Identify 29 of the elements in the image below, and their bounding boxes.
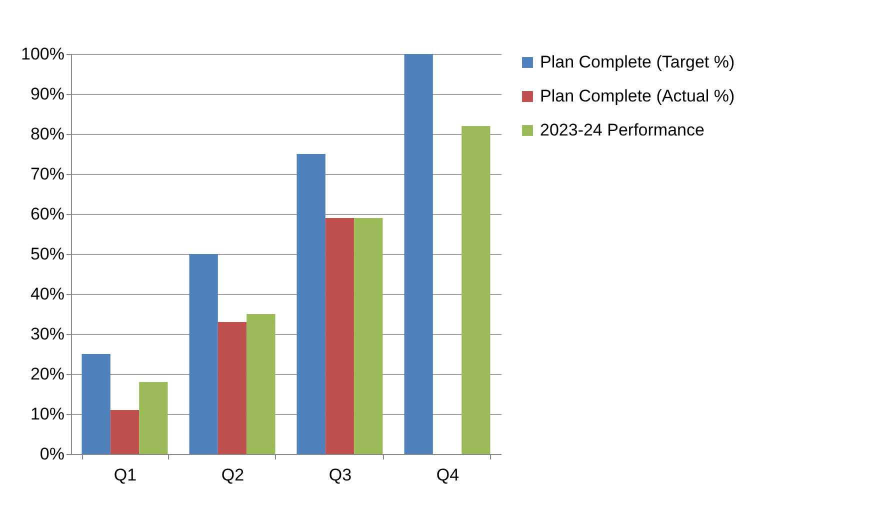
bar — [218, 322, 247, 454]
y-tick-label: 70% — [30, 164, 64, 184]
x-tick-label: Q1 — [114, 466, 137, 484]
x-tick-label: Q2 — [221, 466, 244, 484]
y-tick-label: 10% — [30, 404, 64, 424]
bar — [404, 54, 433, 454]
y-tick-label: 20% — [30, 364, 64, 384]
bar — [139, 382, 168, 454]
y-tick-label: 0% — [40, 444, 64, 464]
y-tick-label: 30% — [30, 324, 64, 344]
y-tick-label: 80% — [30, 124, 64, 144]
bar — [82, 354, 110, 454]
legend-label: 2023-24 Performance — [540, 120, 704, 140]
y-tick-label: 90% — [30, 84, 64, 104]
bar — [325, 218, 354, 454]
legend-label: Plan Complete (Target %) — [540, 52, 735, 72]
x-tick-label: Q4 — [436, 466, 460, 484]
bar — [462, 126, 490, 454]
bar — [189, 254, 218, 454]
bar — [246, 314, 276, 454]
y-tick-label: 100% — [21, 44, 64, 64]
y-tick-label: 40% — [30, 284, 64, 304]
bar — [110, 410, 140, 454]
bar — [296, 154, 326, 454]
y-tick-label: 60% — [30, 204, 64, 224]
y-tick-label: 50% — [30, 244, 64, 264]
x-tick-label: Q3 — [328, 466, 352, 484]
legend-label: Plan Complete (Actual %) — [540, 86, 735, 106]
bar — [354, 218, 383, 454]
